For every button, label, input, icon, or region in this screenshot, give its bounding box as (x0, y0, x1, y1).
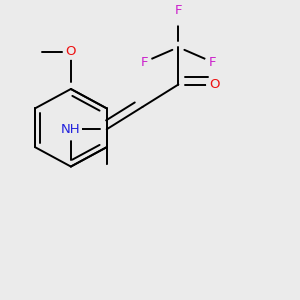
Text: O: O (66, 45, 76, 58)
Text: F: F (209, 56, 217, 69)
Text: O: O (209, 78, 220, 91)
Circle shape (205, 55, 220, 70)
Text: NH: NH (61, 123, 81, 136)
Circle shape (63, 44, 78, 59)
Text: F: F (140, 56, 148, 69)
Circle shape (60, 119, 81, 140)
Circle shape (136, 55, 152, 70)
Text: F: F (175, 4, 182, 17)
Circle shape (171, 10, 186, 25)
Circle shape (207, 77, 222, 92)
